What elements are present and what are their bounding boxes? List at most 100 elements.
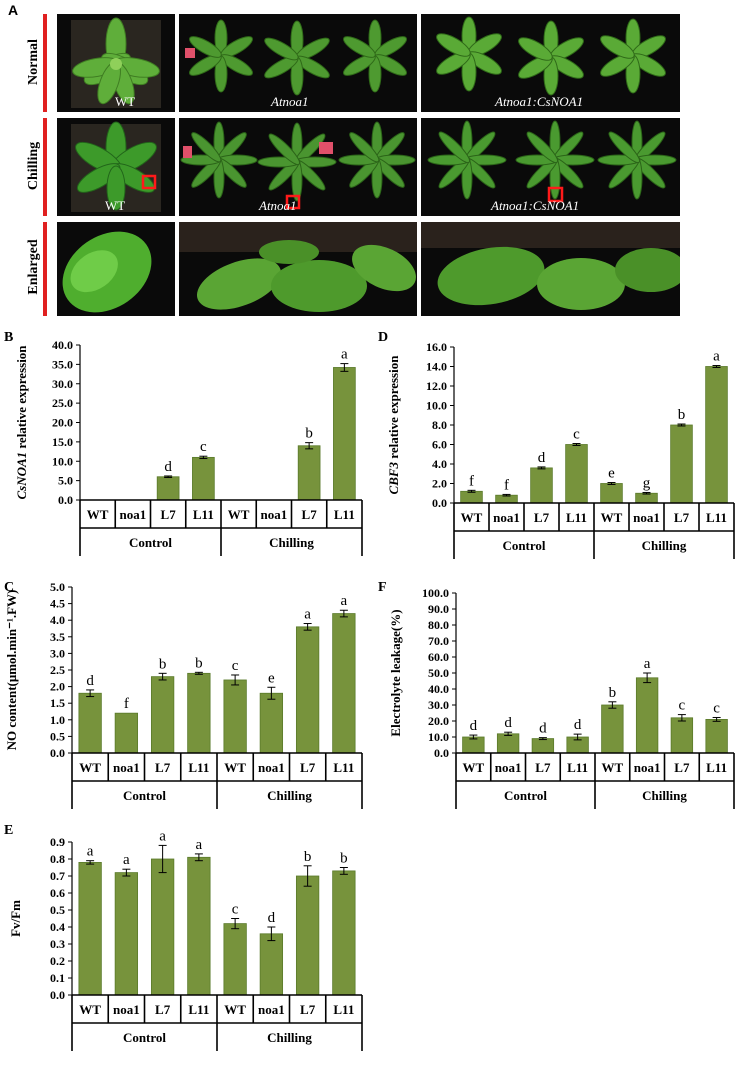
panel-letter: D bbox=[378, 330, 388, 345]
significance-letter: c bbox=[573, 427, 580, 443]
bar bbox=[332, 870, 356, 996]
plant-label-atnoa1: Atnoa1 bbox=[271, 94, 309, 109]
significance-letter: d bbox=[504, 715, 512, 731]
x-tick-label: WT bbox=[463, 760, 485, 775]
bar bbox=[670, 424, 693, 504]
group-label: Control bbox=[502, 538, 545, 553]
x-tick-label: L11 bbox=[566, 510, 587, 525]
bar bbox=[531, 738, 555, 754]
y-tick-label: 0.0 bbox=[434, 746, 449, 760]
row-label-chilling: Chilling bbox=[26, 141, 41, 191]
group-label: Chilling bbox=[269, 535, 314, 550]
x-tick-label: noa1 bbox=[634, 760, 661, 775]
x-tick-label: L11 bbox=[334, 507, 355, 522]
significance-letter: f bbox=[504, 477, 509, 493]
group-label: Chilling bbox=[642, 538, 687, 553]
group-label: Control bbox=[129, 535, 172, 550]
plant-label-atnoa1-csnoa1-chilling: Atnoa1:CsNOA1 bbox=[491, 198, 580, 213]
bar bbox=[600, 483, 623, 504]
significance-letter: d bbox=[538, 450, 546, 466]
significance-letter: b bbox=[678, 407, 686, 423]
bar bbox=[150, 676, 175, 754]
bar bbox=[223, 679, 247, 754]
group-label: Chilling bbox=[642, 788, 687, 803]
bar bbox=[332, 613, 356, 754]
x-tick-label: WT bbox=[228, 507, 250, 522]
x-tick-label: L7 bbox=[155, 1002, 171, 1017]
panel-a-photos: A Normal Chilling Enlarged WT bbox=[0, 0, 743, 322]
y-tick-label: 0.8 bbox=[50, 852, 65, 866]
x-tick-label: L11 bbox=[706, 760, 727, 775]
photo-normal-atnoa1: Atnoa1 bbox=[179, 14, 417, 112]
y-axis-label: CBF3 relative expression bbox=[386, 355, 401, 495]
plant-label-atnoa1-csnoa1: Atnoa1:CsNOA1 bbox=[495, 94, 584, 109]
significance-letter: b bbox=[305, 426, 313, 442]
rosettes-image bbox=[180, 121, 416, 210]
y-tick-label: 0.5 bbox=[50, 903, 65, 917]
y-tick-label: 70.0 bbox=[428, 634, 449, 648]
x-tick-label: L11 bbox=[193, 507, 214, 522]
photo-chilling-atnoa1: Atnoa1 bbox=[179, 118, 417, 216]
bar bbox=[114, 712, 139, 754]
x-tick-label: L11 bbox=[333, 1002, 354, 1017]
y-tick-label: 5.0 bbox=[58, 474, 73, 488]
rosettes-image bbox=[185, 19, 407, 96]
bar bbox=[705, 718, 728, 754]
group-label: Chilling bbox=[267, 788, 312, 803]
x-tick-label: noa1 bbox=[258, 760, 285, 775]
significance-letter: a bbox=[123, 852, 130, 868]
panel-letter: F bbox=[378, 580, 387, 595]
significance-letter: a bbox=[87, 844, 94, 860]
y-tick-label: 25.0 bbox=[52, 396, 73, 410]
y-tick-label: 15.0 bbox=[52, 435, 73, 449]
y-tick-label: 4.0 bbox=[50, 613, 65, 627]
x-tick-label: WT bbox=[79, 760, 101, 775]
bar bbox=[150, 858, 175, 996]
x-tick-label: L11 bbox=[188, 760, 209, 775]
y-tick-label: 20.0 bbox=[428, 714, 449, 728]
x-tick-label: L7 bbox=[674, 510, 690, 525]
y-tick-label: 2.0 bbox=[432, 477, 447, 491]
y-axis-label: Electrolyte leakage(%) bbox=[388, 609, 403, 736]
photo-normal-atnoa1-csnoa1: Atnoa1:CsNOA1 bbox=[421, 14, 680, 112]
y-tick-label: 0.1 bbox=[50, 971, 65, 985]
photo-enlarged-atnoa1 bbox=[179, 222, 417, 316]
y-tick-label: 0.0 bbox=[50, 746, 65, 760]
significance-letter: a bbox=[304, 607, 311, 623]
x-tick-label: L7 bbox=[302, 507, 318, 522]
x-tick-label: WT bbox=[79, 1002, 101, 1017]
bar bbox=[295, 875, 320, 996]
y-tick-label: 4.5 bbox=[50, 597, 65, 611]
x-tick-label: WT bbox=[601, 510, 623, 525]
panel-letter-a: A bbox=[8, 2, 19, 18]
y-tick-label: 1.5 bbox=[50, 696, 65, 710]
rosette-image bbox=[71, 17, 161, 108]
y-tick-label: 10.0 bbox=[428, 730, 449, 744]
x-tick-label: L7 bbox=[161, 507, 177, 522]
bar bbox=[114, 872, 139, 996]
significance-letter: a bbox=[341, 593, 348, 609]
significance-letter: c bbox=[232, 902, 239, 918]
bar bbox=[530, 467, 553, 504]
y-tick-label: 0.5 bbox=[50, 729, 65, 743]
rosettes-image bbox=[436, 16, 666, 96]
group-label: Control bbox=[123, 1030, 166, 1045]
x-tick-label: noa1 bbox=[120, 507, 147, 522]
bar bbox=[295, 626, 320, 754]
significance-letter: g bbox=[643, 475, 651, 491]
bar bbox=[565, 444, 588, 504]
enlarged-leaf-image bbox=[62, 231, 152, 313]
significance-letter: c bbox=[232, 658, 239, 674]
x-tick-label: L7 bbox=[674, 760, 690, 775]
photo-normal-wt: WT bbox=[57, 14, 175, 112]
y-axis-label: NO content(μmol.min⁻¹.FW) bbox=[4, 590, 19, 751]
significance-letter: d bbox=[164, 459, 172, 475]
significance-letter: f bbox=[469, 473, 474, 489]
y-tick-label: 5.0 bbox=[50, 580, 65, 594]
y-tick-label: 0.9 bbox=[50, 835, 65, 849]
panel-letter: E bbox=[4, 823, 13, 838]
y-tick-label: 50.0 bbox=[428, 666, 449, 680]
x-tick-label: WT bbox=[602, 760, 624, 775]
x-tick-label: noa1 bbox=[633, 510, 660, 525]
bar bbox=[635, 677, 659, 754]
